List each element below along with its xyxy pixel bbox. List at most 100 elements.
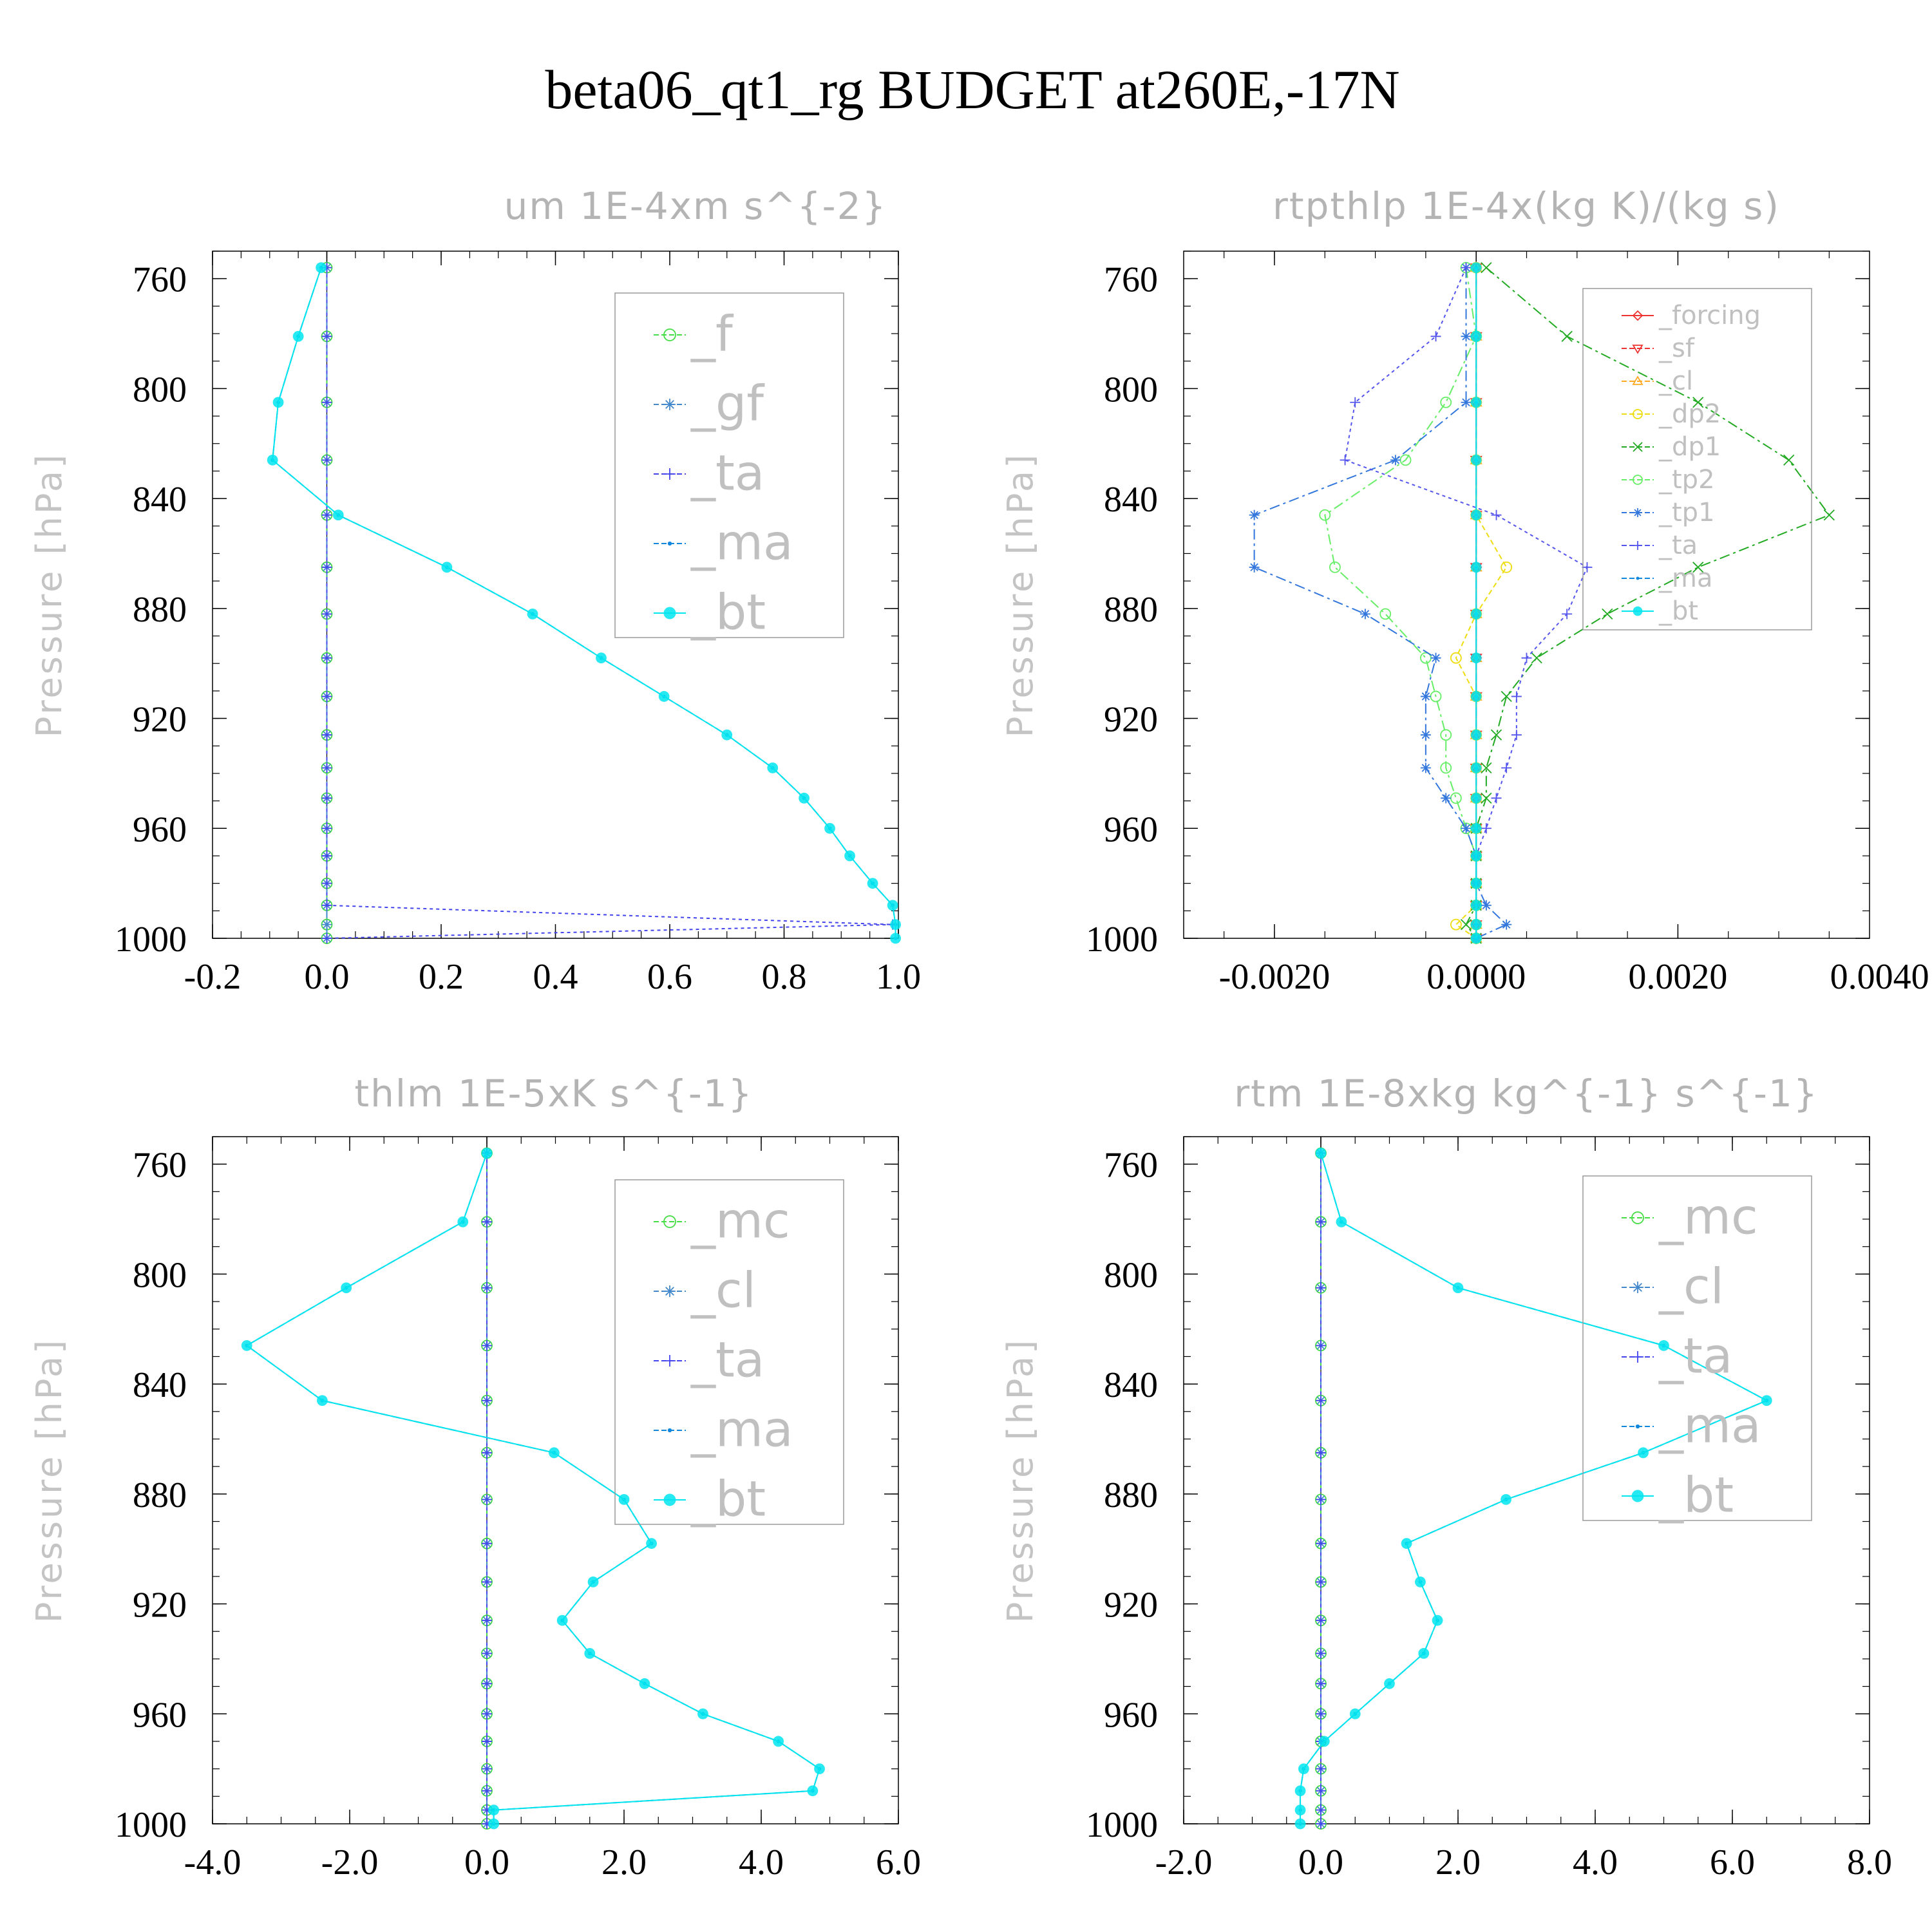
data-point bbox=[1481, 261, 1492, 274]
panel-2: rtpthlp 1E-4x(kg K)/(kg s) Pressure [hPa]… bbox=[1000, 184, 1929, 997]
data-point bbox=[1316, 1648, 1326, 1659]
legend-box bbox=[614, 1179, 844, 1525]
data-point bbox=[481, 1148, 493, 1159]
data-point bbox=[1823, 509, 1835, 521]
data-point bbox=[1340, 455, 1350, 466]
data-point bbox=[1470, 509, 1482, 521]
main-title: beta06_qt1_rg BUDGET at260E,-17N bbox=[545, 59, 1399, 120]
legend-marker bbox=[1632, 375, 1643, 385]
panel-3: thlm 1E-5xK s^{-1} Pressure [hPa] 760 800 84… bbox=[29, 1072, 921, 1882]
data-point bbox=[1501, 1493, 1511, 1505]
data-point bbox=[321, 933, 332, 943]
data-point bbox=[482, 1615, 492, 1626]
data-point bbox=[1336, 1216, 1347, 1227]
data-point bbox=[321, 878, 332, 889]
data-point bbox=[321, 397, 332, 408]
legend-label: _bt bbox=[1658, 596, 1698, 626]
data-point bbox=[482, 1340, 492, 1351]
series-bt bbox=[1470, 262, 1482, 944]
data-point bbox=[1316, 1763, 1326, 1774]
data-point bbox=[482, 1217, 492, 1227]
data-point bbox=[639, 1678, 650, 1689]
series-line bbox=[1344, 267, 1588, 938]
data-point bbox=[1316, 1340, 1326, 1351]
y-tick-label: 760 bbox=[1104, 1146, 1158, 1186]
data-point bbox=[1316, 1282, 1326, 1293]
legend-label: _ta bbox=[1658, 531, 1698, 560]
data-point bbox=[1470, 652, 1482, 664]
data-point bbox=[1316, 1447, 1326, 1458]
data-point bbox=[1452, 1282, 1464, 1294]
legend-marker bbox=[664, 399, 676, 410]
data-point bbox=[584, 1647, 596, 1659]
x-tick-label: 0.0000 bbox=[1426, 957, 1526, 997]
legend-marker bbox=[664, 1285, 676, 1297]
data-point bbox=[1420, 730, 1431, 741]
legend-label: _ma bbox=[1658, 564, 1712, 593]
data-point bbox=[1582, 562, 1593, 573]
y-tick-label: 840 bbox=[1104, 480, 1158, 520]
data-point bbox=[321, 652, 332, 663]
legend-label: _forcing bbox=[1658, 301, 1761, 330]
y-tick-label: 880 bbox=[133, 590, 187, 630]
series-line bbox=[1324, 267, 1477, 938]
y-tick-label: 960 bbox=[133, 810, 187, 849]
series-line bbox=[326, 267, 893, 939]
data-point bbox=[1692, 562, 1704, 573]
y-tick-label: 960 bbox=[1104, 810, 1158, 849]
data-point bbox=[867, 878, 878, 889]
data-point bbox=[321, 823, 332, 834]
data-point bbox=[1470, 919, 1482, 931]
data-point bbox=[1470, 792, 1482, 804]
plot-frame bbox=[212, 251, 899, 939]
legend-marker bbox=[1633, 541, 1642, 550]
legend-marker bbox=[1633, 475, 1643, 485]
data-point bbox=[1430, 652, 1441, 663]
data-point bbox=[482, 1736, 492, 1747]
series-bt bbox=[267, 262, 901, 944]
data-point bbox=[1294, 1804, 1306, 1816]
x-tick-label: 0.0040 bbox=[1830, 957, 1929, 997]
data-point bbox=[1470, 691, 1482, 702]
data-point bbox=[1470, 397, 1482, 408]
data-point bbox=[1440, 729, 1452, 741]
data-point bbox=[1440, 396, 1452, 408]
data-point bbox=[799, 792, 810, 804]
data-point bbox=[1561, 330, 1573, 342]
data-point bbox=[1384, 1678, 1395, 1689]
data-point bbox=[1460, 919, 1472, 931]
panel-title: rtpthlp 1E-4x(kg K)/(kg s) bbox=[1273, 184, 1780, 228]
data-point bbox=[482, 1763, 492, 1774]
y-tick-label: 1000 bbox=[1086, 1805, 1158, 1845]
legend-marker bbox=[1633, 442, 1643, 452]
legend-marker bbox=[1633, 508, 1642, 517]
legend-label: _f bbox=[690, 305, 734, 362]
y-tick-label: 920 bbox=[1104, 1586, 1158, 1625]
legend-label: _dp2 bbox=[1658, 399, 1721, 429]
legend-marker bbox=[663, 328, 676, 341]
data-point bbox=[1249, 562, 1260, 573]
data-point bbox=[1470, 562, 1482, 573]
data-point bbox=[1349, 1708, 1361, 1719]
x-tick-label: 0.0 bbox=[305, 957, 350, 997]
data-point bbox=[527, 608, 538, 620]
y-tick-label: 1000 bbox=[1086, 920, 1158, 960]
series-dp1 bbox=[1460, 261, 1835, 944]
data-point bbox=[321, 562, 332, 573]
x-tick-label: 0.8 bbox=[762, 957, 807, 997]
data-point bbox=[488, 1818, 500, 1830]
series-line bbox=[272, 267, 896, 938]
y-tick-label: 840 bbox=[133, 1365, 187, 1405]
data-point bbox=[1521, 652, 1532, 663]
legend-marker bbox=[1635, 1424, 1640, 1429]
x-tick-label: 0.0020 bbox=[1628, 957, 1727, 997]
x-tick-label: 4.0 bbox=[1573, 1842, 1618, 1882]
data-point bbox=[1379, 608, 1392, 620]
y-tick-label: 800 bbox=[1104, 370, 1158, 410]
data-point bbox=[1501, 690, 1512, 703]
legend-marker bbox=[667, 541, 672, 546]
data-point bbox=[1490, 729, 1502, 741]
data-point bbox=[482, 1447, 492, 1458]
data-point bbox=[321, 762, 332, 773]
data-point bbox=[441, 562, 453, 573]
